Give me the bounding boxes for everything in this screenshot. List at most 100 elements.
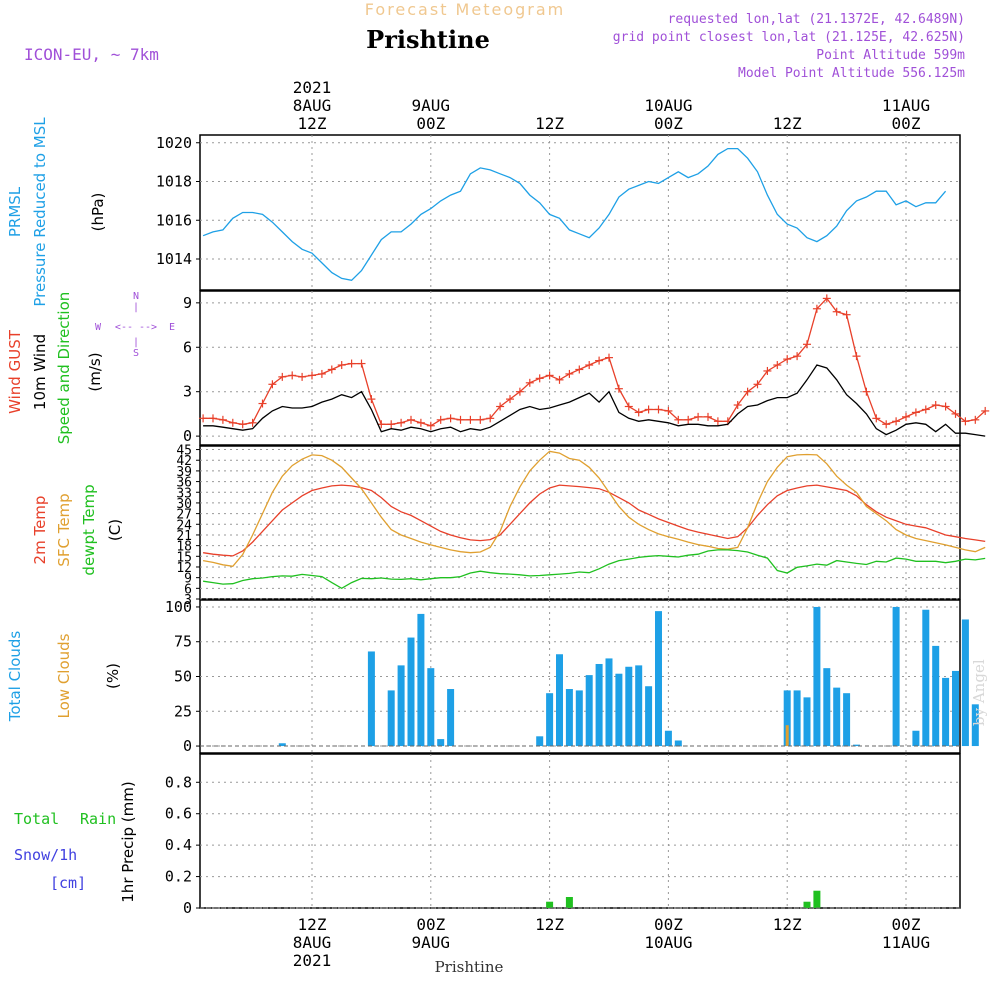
compass-n: N [133,291,139,302]
gust-marker [545,371,554,380]
y-tick-label: 0.2 [165,868,192,886]
wind-grid: 0 3 6 9 [183,291,960,445]
gust-marker [743,387,752,396]
gust-marker [486,414,495,423]
total-clouds-bar [942,677,950,747]
wind-frame [199,290,961,446]
gust-marker [525,378,534,387]
y-tick-label: 50 [174,668,192,686]
bottom-time-label: 00Z [654,915,683,934]
total-clouds-bar [932,645,940,747]
units-label: (C) [106,519,124,541]
gust-marker [733,401,742,410]
total-label: Total [14,810,59,828]
y-tick-label: 1014 [156,250,192,268]
footer-location: Prishtine [435,958,504,976]
wind-label: 10m Wind [31,334,49,410]
gust-marker [961,417,970,426]
gust-marker [674,415,683,424]
gust-marker [585,361,594,370]
pressure-grid: 1014 1016 1018 1020 [156,134,960,290]
total-clouds-bar [823,668,831,747]
bottom-time-label: 12Z [298,915,327,934]
gust-marker [535,374,544,383]
top-time-label: 8AUG [293,96,332,115]
gust-marker [981,406,990,415]
wind-gust-line [203,297,986,427]
compass-s: S [133,348,139,359]
bottom-time-label: 12Z [773,915,802,934]
gust-marker [426,421,435,430]
top-time-label: 00Z [892,114,921,133]
y-tick-label: 1016 [156,211,192,229]
bottom-time-label: 11AUG [882,933,930,952]
units-label: (m/s) [86,352,104,391]
clouds-panel: 0 25 50 75 100 Total Clouds Low Clouds (%) [6,598,979,755]
total-clouds-bar [575,690,583,747]
gust-marker [892,417,901,426]
snow-units-label: [cm] [50,874,86,892]
total-clouds-bar [674,740,682,747]
total-clouds-bar [556,654,563,747]
dewpt-temp-line [203,549,986,590]
gust-marker [288,371,297,380]
gust-marker [684,415,693,424]
total-clouds-bar [397,665,405,747]
gust-marker [882,420,891,429]
total-clouds-bar [278,743,286,747]
low-clouds-bar [785,725,789,747]
top-time-label: 00Z [416,114,445,133]
total-rain-bar [565,897,573,908]
total-rain-bar [546,901,554,908]
product-title: Forecast Meteogram [365,0,565,19]
y-tick-label: 45 [176,444,192,459]
y-tick-label: 3 [184,593,192,608]
compass-w: W [95,322,102,333]
units-label: (%) [104,663,122,689]
clouds-ylabels: Total Clouds Low Clouds (%) [6,631,122,723]
y-tick-label: 6 [183,338,192,356]
gust-marker [872,414,881,423]
gust-marker [407,415,415,424]
t2m-label: 2m Temp [31,496,49,565]
gust-marker [694,412,703,421]
gust-marker [238,420,247,429]
gust-marker [387,420,396,429]
total-clouds-bar [605,658,613,747]
total-clouds-bar [793,690,801,747]
temperature-ylabels: 2m Temp SFC Temp dewpt Temp (C) [31,484,124,575]
y-tick-label: 1020 [156,134,192,152]
gust-marker [416,418,425,427]
prmsl-desc-label: Pressure Reduced to MSL [31,117,49,307]
gust-marker [803,340,811,349]
gust-marker [704,412,712,421]
pressure-panel: 1014 1016 1018 1020 PRMSL Pressure Reduced to… [6,117,961,307]
requested-coords: requested lon,lat (21.1372E, 42.6489N) [668,12,965,27]
total-clouds-bar [615,673,623,747]
total-clouds-bar [961,619,969,747]
total-clouds-bar [971,704,979,747]
gust-marker [951,409,960,418]
y-tick-label: 0 [183,737,192,755]
gust-marker [793,352,802,361]
gust-marker [713,417,722,426]
gust-marker [506,395,514,404]
top-time-label: 12Z [535,114,564,133]
y-tick-label: 42 [176,454,192,469]
total-clouds-bar [912,730,920,747]
gust-marker [921,405,930,414]
y-tick-label: 33 [176,486,192,501]
total-clouds-bar [585,675,593,747]
y-tick-label: 18 [176,540,192,555]
model-label: ICON-EU, ~ 7km [24,45,159,64]
y-tick-label: 30 [176,497,192,512]
total-clouds-bar [407,637,415,747]
compass-bar: | [133,302,139,313]
pressure-line [202,147,947,282]
gust-marker [763,366,772,375]
gust-marker [268,380,277,389]
gust-marker [644,405,653,414]
bottom-time-label: 00Z [892,915,921,934]
total-clouds-bar [536,736,544,747]
